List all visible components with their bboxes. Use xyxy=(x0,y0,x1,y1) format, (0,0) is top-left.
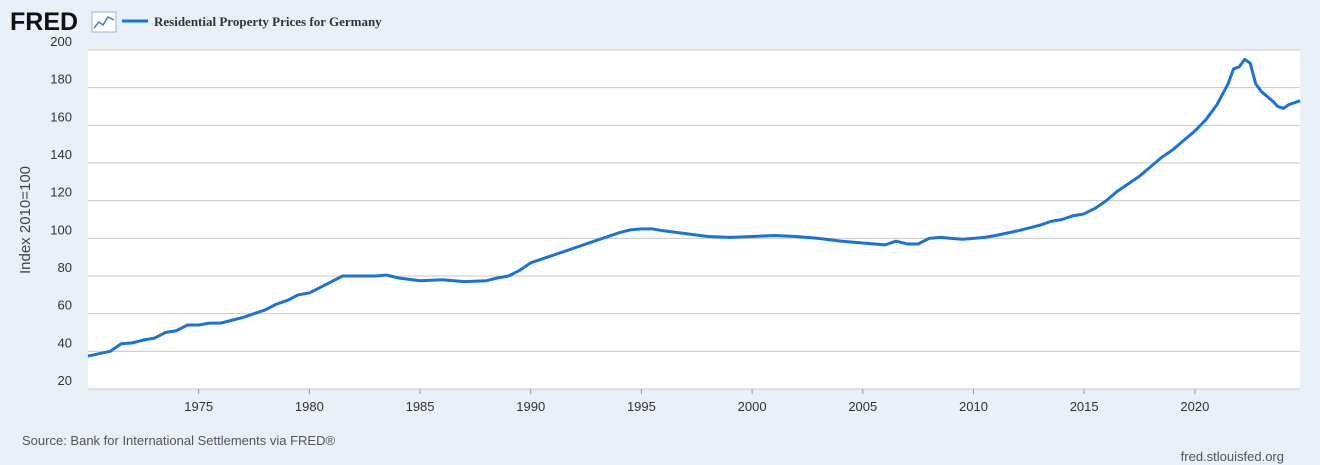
x-tick-label: 2015 xyxy=(1070,399,1099,414)
y-axis-label: Index 2010=100 xyxy=(17,166,34,274)
x-tick-label: 1990 xyxy=(516,399,545,414)
y-tick-label: 120 xyxy=(50,185,72,200)
legend-label: Residential Property Prices for Germany xyxy=(154,14,382,29)
data-line xyxy=(87,57,1301,358)
x-tick-label: 2020 xyxy=(1180,399,1209,414)
x-tick-label: 2000 xyxy=(738,399,767,414)
y-tick-label: 160 xyxy=(50,109,72,124)
y-tick-label: 140 xyxy=(50,147,72,162)
y-tick-label: 40 xyxy=(58,335,72,350)
y-tick-label: 80 xyxy=(58,260,72,275)
x-tick-label: 1985 xyxy=(406,399,435,414)
y-tick-label: 200 xyxy=(50,34,72,49)
y-tick-label: 20 xyxy=(58,373,72,388)
x-tick-label: 1975 xyxy=(184,399,213,414)
x-tick-label: 1995 xyxy=(627,399,656,414)
y-tick-label: 60 xyxy=(58,298,72,313)
logo-icon xyxy=(91,11,117,33)
x-tick-label: 1980 xyxy=(295,399,324,414)
y-tick-label: 180 xyxy=(50,72,72,87)
footer: fred.stlouisfed.org xyxy=(1181,449,1284,464)
logo: FRED xyxy=(10,8,78,36)
y-tick-label: 100 xyxy=(50,222,72,237)
x-tick-label: 2005 xyxy=(848,399,877,414)
plot-area xyxy=(88,50,1300,389)
x-tick-label: 2010 xyxy=(959,399,988,414)
source: Source: Bank for International Settlemen… xyxy=(22,433,335,448)
